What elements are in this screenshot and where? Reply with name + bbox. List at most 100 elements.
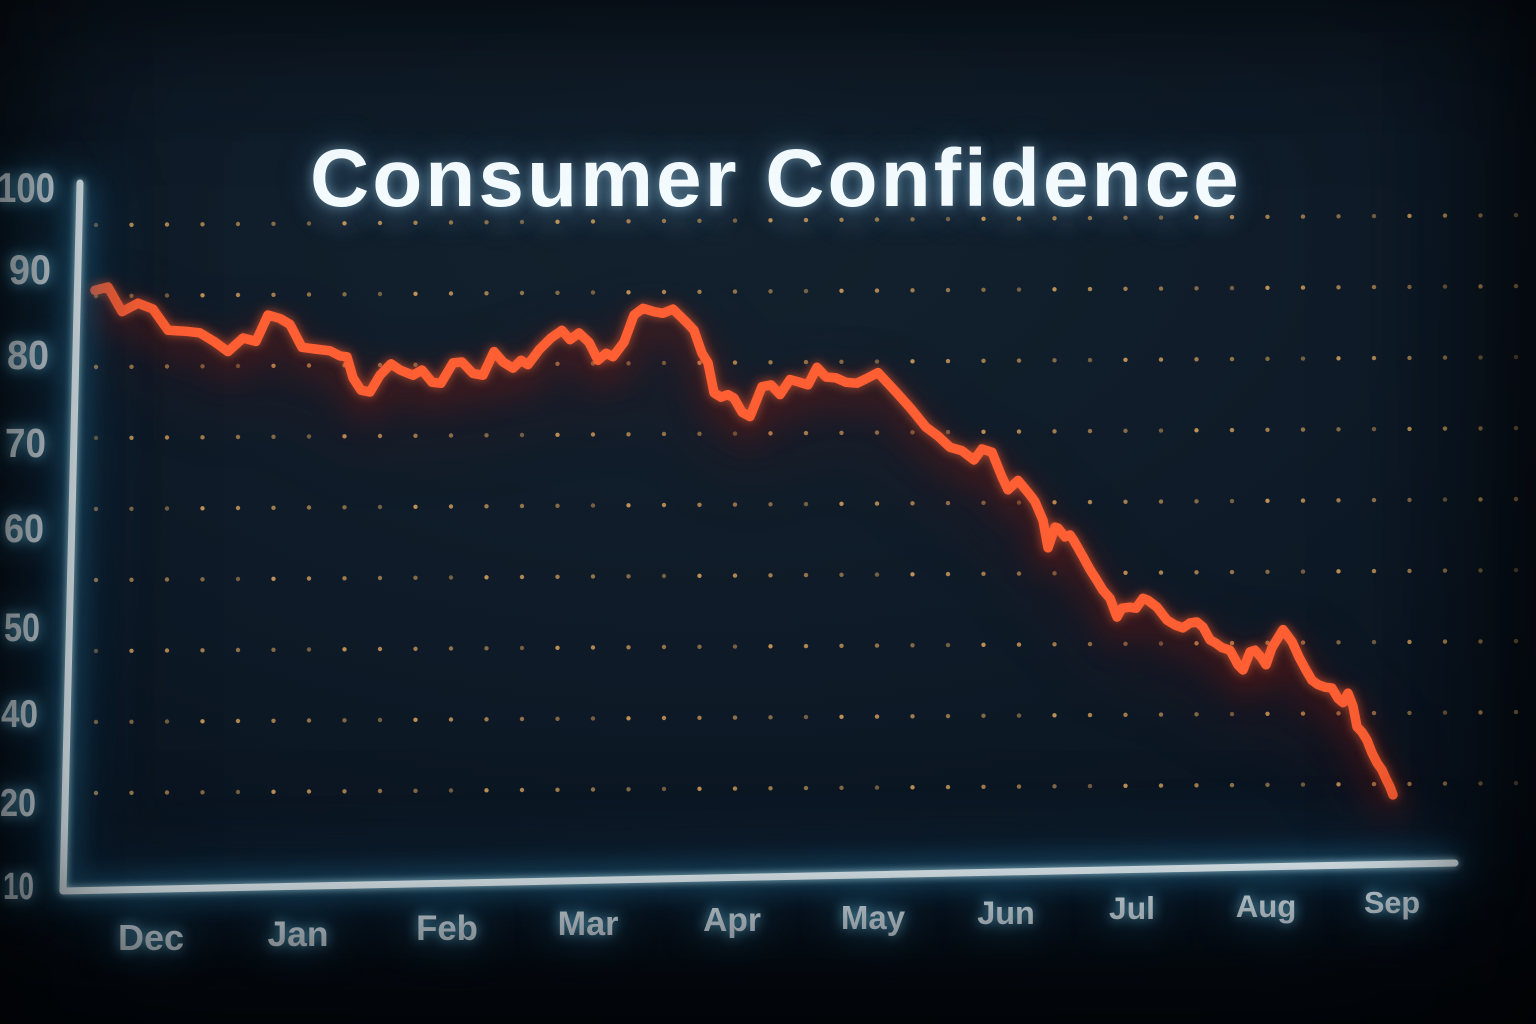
grid-dot: [945, 642, 951, 648]
grid-dot: [413, 362, 418, 367]
grid-dot: [306, 647, 312, 652]
grid-dot: [377, 646, 383, 652]
grid-dot: [697, 786, 702, 791]
grid-dot: [271, 576, 276, 581]
grid-dot: [1442, 284, 1448, 289]
grid-dot: [271, 647, 276, 652]
grid-dot: [697, 431, 702, 436]
grid-dot: [377, 433, 383, 439]
grid-dot: [93, 506, 99, 512]
grid-dot: [661, 715, 667, 721]
grid-dot: [129, 648, 134, 653]
grid-dot: [93, 648, 99, 654]
grid-dot: [874, 430, 880, 435]
grid-dot: [306, 718, 312, 723]
grid-dot: [697, 715, 702, 720]
grid-dot: [1194, 783, 1199, 788]
grid-dot: [1158, 357, 1164, 362]
grid-dot: [1442, 639, 1448, 644]
grid-dot: [910, 359, 915, 364]
grid-dot: [697, 573, 702, 578]
grid-dot: [413, 433, 418, 438]
grid-dot: [1513, 212, 1519, 218]
grid-dot: [661, 431, 667, 437]
grid-dot: [803, 714, 809, 720]
grid-dot: [1052, 358, 1057, 363]
grid-dot: [200, 435, 205, 440]
grid-dot: [910, 785, 915, 790]
grid-dot: [377, 362, 383, 368]
grid-dot: [1265, 711, 1270, 716]
grid-dot: [1442, 497, 1448, 502]
grid-dot: [945, 784, 951, 790]
grid-dot: [519, 574, 525, 580]
grid-dot: [626, 361, 631, 366]
grid-dot: [661, 573, 667, 579]
grid-dot: [981, 784, 986, 789]
grid-dot: [839, 430, 844, 435]
grid-dot: [945, 358, 951, 364]
grid-dot: [839, 217, 844, 222]
grid-dot: [1158, 428, 1164, 433]
grid-dot: [1300, 427, 1306, 432]
grid-dot: [235, 221, 241, 227]
grid-dot: [555, 645, 560, 650]
grid-dot: [1265, 285, 1270, 290]
grid-dot: [377, 575, 383, 581]
grid-dots: [93, 212, 1519, 796]
grid-dot: [803, 785, 809, 791]
grid-dot: [1194, 641, 1199, 646]
grid-dot: [271, 363, 276, 368]
grid-dot: [200, 364, 205, 369]
grid-dot: [1265, 427, 1270, 432]
grid-dot: [1194, 286, 1199, 291]
grid-dot: [1016, 571, 1022, 576]
confidence-line: [90, 282, 1398, 800]
grid-dot: [484, 788, 489, 793]
grid-dot: [768, 289, 773, 294]
grid-dot: [200, 648, 205, 653]
grid-dot: [129, 435, 134, 440]
grid-dot: [1513, 709, 1519, 715]
grid-dot: [1371, 284, 1377, 290]
grid-dot: [981, 358, 986, 363]
grid-dot: [981, 713, 986, 718]
grid-dot: [342, 647, 347, 652]
grid-dot: [1265, 214, 1270, 219]
grid-dot: [981, 216, 986, 221]
grid-dot: [1158, 286, 1164, 291]
grid-dot: [1229, 640, 1235, 646]
grid-dot: [129, 222, 134, 227]
grid-dot: [164, 222, 170, 227]
grid-dot: [839, 288, 844, 293]
grid-dot: [1513, 354, 1519, 360]
grid-dot: [1513, 425, 1519, 431]
grid-dot: [1016, 287, 1022, 292]
grid-dot: [590, 716, 596, 721]
grid-dot: [519, 503, 525, 509]
grid-dot: [1300, 640, 1306, 645]
grid-dot: [448, 433, 454, 438]
grid-dot: [1371, 568, 1377, 574]
grid-dot: [945, 216, 951, 222]
grid-dot: [1229, 711, 1235, 717]
grid-dot: [484, 433, 489, 438]
grid-dot: [910, 430, 915, 435]
grid-dot: [1087, 499, 1093, 505]
grid-dot: [306, 292, 312, 297]
grid-dot: [1052, 429, 1057, 434]
grid-dot: [839, 785, 844, 790]
grid-dot: [945, 571, 951, 577]
grid-dot: [626, 503, 631, 508]
grid-dot: [164, 435, 170, 440]
grid-dot: [874, 501, 880, 506]
grid-dot: [732, 502, 738, 507]
grid-dot: [590, 290, 596, 295]
grid-dot: [93, 577, 99, 583]
grid-dot: [484, 717, 489, 722]
grid-dot: [910, 288, 915, 293]
grid-dot: [768, 786, 773, 791]
grid-dot: [732, 715, 738, 720]
grid-dot: [1052, 642, 1057, 647]
grid-dot: [661, 360, 667, 366]
